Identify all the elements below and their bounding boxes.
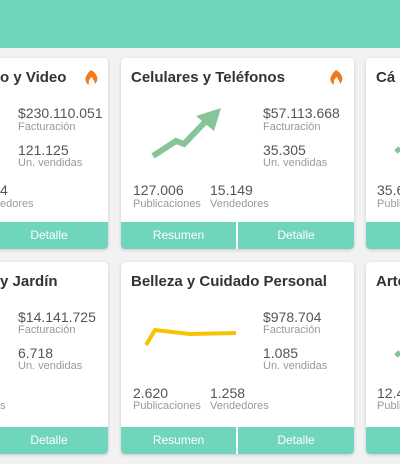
- sellers-label: edores: [0, 198, 34, 210]
- units-label: Un. vendidas: [18, 157, 83, 169]
- posts-value: 2.620: [133, 385, 169, 401]
- posts-label: Publi: [377, 400, 400, 412]
- card-title: y Jardín: [0, 273, 58, 290]
- detail-button[interactable]: [366, 427, 400, 454]
- detail-button[interactable]: Detalle: [238, 427, 354, 454]
- summary-button[interactable]: Resumen: [121, 427, 236, 454]
- trend-line: [144, 327, 237, 347]
- card-title: Belleza y Cuidado Personal: [131, 273, 327, 290]
- sellers-value: 4: [0, 182, 8, 198]
- trend-arrow: [394, 350, 400, 358]
- card: [366, 58, 400, 249]
- card-title: Celulares y Teléfonos: [131, 69, 285, 86]
- posts-label: Publicaciones: [133, 400, 201, 412]
- posts-label: Publi: [377, 198, 400, 210]
- trend-arrow: [394, 146, 400, 154]
- detail-button[interactable]: Detalle: [0, 222, 108, 249]
- sellers-label: Vendedores: [210, 400, 269, 412]
- sellers-value: 15.149: [210, 182, 253, 198]
- fire-icon: [330, 70, 343, 85]
- posts-value: 12.4: [377, 385, 400, 401]
- sales-label: Facturación: [263, 324, 321, 336]
- units-label: Un. vendidas: [18, 360, 83, 372]
- units-label: Un. vendidas: [263, 157, 328, 169]
- card: Detalle: [0, 58, 108, 249]
- fire-icon: [85, 70, 98, 85]
- posts-value: 127.006: [133, 182, 184, 198]
- arrow-head: [196, 108, 221, 131]
- units-value: 1.085: [263, 345, 299, 361]
- sales-label: Facturación: [18, 121, 76, 133]
- posts-label: Publicaciones: [133, 198, 201, 210]
- sales-value: $978.704: [263, 309, 322, 325]
- posts-value: 35.6: [377, 182, 400, 198]
- sales-label: Facturación: [263, 121, 321, 133]
- detail-button[interactable]: [366, 222, 400, 249]
- card: Detalle: [0, 262, 108, 454]
- units-value: 121.125: [18, 142, 69, 158]
- card-title: Arte: [376, 273, 400, 290]
- units-label: Un. vendidas: [263, 360, 328, 372]
- detail-button[interactable]: Detalle: [0, 427, 108, 454]
- units-value: 35.305: [263, 142, 306, 158]
- units-value: 6.718: [18, 345, 54, 361]
- card: Resumen Detalle: [121, 262, 354, 454]
- card-title: o y Video: [0, 69, 67, 86]
- sales-value: $57.113.668: [263, 105, 340, 121]
- header-bar: [0, 0, 400, 48]
- sales-value: $230.110.051: [18, 105, 103, 121]
- sellers-value: 1.258: [210, 385, 246, 401]
- summary-button[interactable]: Resumen: [121, 222, 236, 249]
- sellers-label: s: [0, 400, 6, 412]
- card: [366, 262, 400, 454]
- card-title: Cá: [376, 69, 396, 86]
- sales-label: Facturación: [18, 324, 76, 336]
- detail-button[interactable]: Detalle: [238, 222, 354, 249]
- sales-value: $14.141.725: [18, 309, 96, 325]
- trend-arrow: [151, 118, 209, 159]
- sellers-label: Vendedores: [210, 198, 269, 210]
